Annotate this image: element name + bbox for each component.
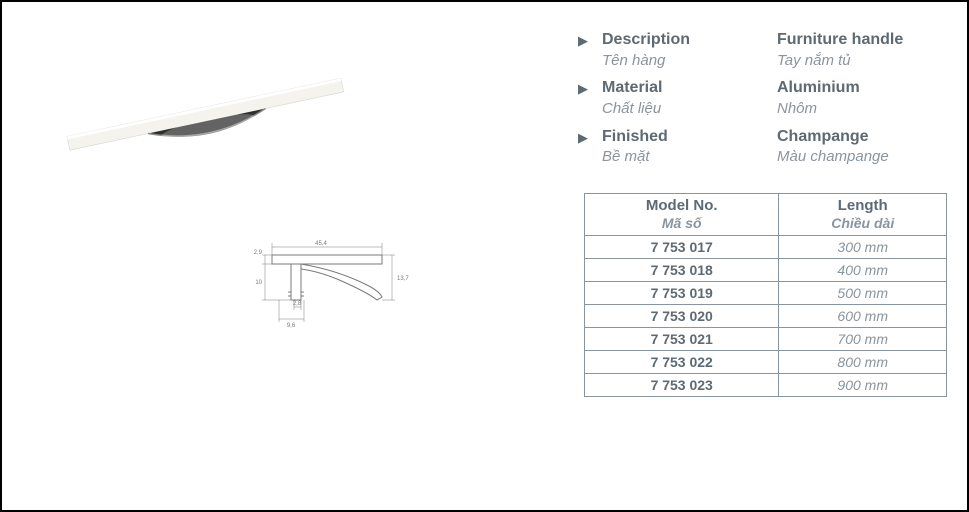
- dim-base-inner: 2,8: [293, 301, 302, 307]
- dim-top-height: 2,9: [254, 250, 263, 256]
- attribute-value-vi: Nhôm: [777, 99, 947, 119]
- header-model-en: Model No.: [591, 197, 772, 215]
- dim-side-height: 10: [255, 280, 262, 286]
- left-column: 45,4 2,9 10 13,7 2,8: [2, 2, 578, 510]
- dim-top-width: 45,4: [315, 241, 327, 247]
- spec-table: Model No. Mã số Length Chiều dài 7 753 0…: [584, 193, 947, 397]
- cell-length: 900 mm: [779, 373, 947, 396]
- table-header-row: Model No. Mã số Length Chiều dài: [585, 193, 947, 235]
- cell-model: 7 753 023: [585, 373, 779, 396]
- attribute-value: Furniture handleTay nắm tủ: [777, 30, 947, 70]
- header-model: Model No. Mã số: [585, 193, 779, 235]
- attribute-row: ▶FinishedBề mặtChampangeMàu champange: [578, 127, 947, 167]
- cell-length: 700 mm: [779, 327, 947, 350]
- triangle-bullet-icon: ▶: [578, 78, 602, 97]
- header-length-vi: Chiều dài: [785, 215, 940, 232]
- attribute-value-vi: Màu champange: [777, 147, 947, 167]
- table-row: 7 753 017300 mm: [585, 235, 947, 258]
- table-row: 7 753 020600 mm: [585, 304, 947, 327]
- cell-length: 300 mm: [779, 235, 947, 258]
- attribute-label: MaterialChất liệu: [602, 78, 777, 118]
- cell-length: 600 mm: [779, 304, 947, 327]
- cell-model: 7 753 020: [585, 304, 779, 327]
- cell-model: 7 753 017: [585, 235, 779, 258]
- cell-length: 500 mm: [779, 281, 947, 304]
- attribute-row: ▶DescriptionTên hàngFurniture handleTay …: [578, 30, 947, 70]
- triangle-bullet-icon: ▶: [578, 30, 602, 49]
- attribute-label-vi: Tên hàng: [602, 51, 777, 71]
- attribute-label-en: Description: [602, 30, 777, 51]
- attribute-row: ▶MaterialChất liệuAluminiumNhôm: [578, 78, 947, 118]
- technical-drawing: 45,4 2,9 10 13,7 2,8: [217, 237, 417, 357]
- cell-model: 7 753 021: [585, 327, 779, 350]
- cell-model: 7 753 019: [585, 281, 779, 304]
- cell-model: 7 753 022: [585, 350, 779, 373]
- attribute-label-vi: Chất liệu: [602, 99, 777, 119]
- header-length-en: Length: [785, 197, 940, 215]
- product-image: [57, 67, 357, 177]
- attribute-label-en: Material: [602, 78, 777, 99]
- triangle-bullet-icon: ▶: [578, 127, 602, 146]
- attribute-value-en: Furniture handle: [777, 30, 947, 51]
- attribute-label: DescriptionTên hàng: [602, 30, 777, 70]
- table-row: 7 753 018400 mm: [585, 258, 947, 281]
- right-column: ▶DescriptionTên hàngFurniture handleTay …: [578, 2, 967, 510]
- attribute-label: FinishedBề mặt: [602, 127, 777, 167]
- attribute-value-vi: Tay nắm tủ: [777, 51, 947, 71]
- cell-length: 400 mm: [779, 258, 947, 281]
- header-length: Length Chiều dài: [779, 193, 947, 235]
- header-model-vi: Mã số: [591, 215, 772, 232]
- attribute-value: ChampangeMàu champange: [777, 127, 947, 167]
- table-row: 7 753 022800 mm: [585, 350, 947, 373]
- attribute-label-en: Finished: [602, 127, 777, 148]
- page-container: 45,4 2,9 10 13,7 2,8: [2, 2, 967, 510]
- cell-length: 800 mm: [779, 350, 947, 373]
- attribute-label-vi: Bề mặt: [602, 147, 777, 167]
- dim-base-outer: 9,6: [287, 323, 296, 329]
- table-row: 7 753 019500 mm: [585, 281, 947, 304]
- cell-model: 7 753 018: [585, 258, 779, 281]
- dim-profile-height: 13,7: [397, 276, 409, 282]
- attributes-list: ▶DescriptionTên hàngFurniture handleTay …: [578, 30, 947, 167]
- table-row: 7 753 021700 mm: [585, 327, 947, 350]
- attribute-value-en: Champange: [777, 127, 947, 148]
- table-row: 7 753 023900 mm: [585, 373, 947, 396]
- attribute-value-en: Aluminium: [777, 78, 947, 99]
- attribute-value: AluminiumNhôm: [777, 78, 947, 118]
